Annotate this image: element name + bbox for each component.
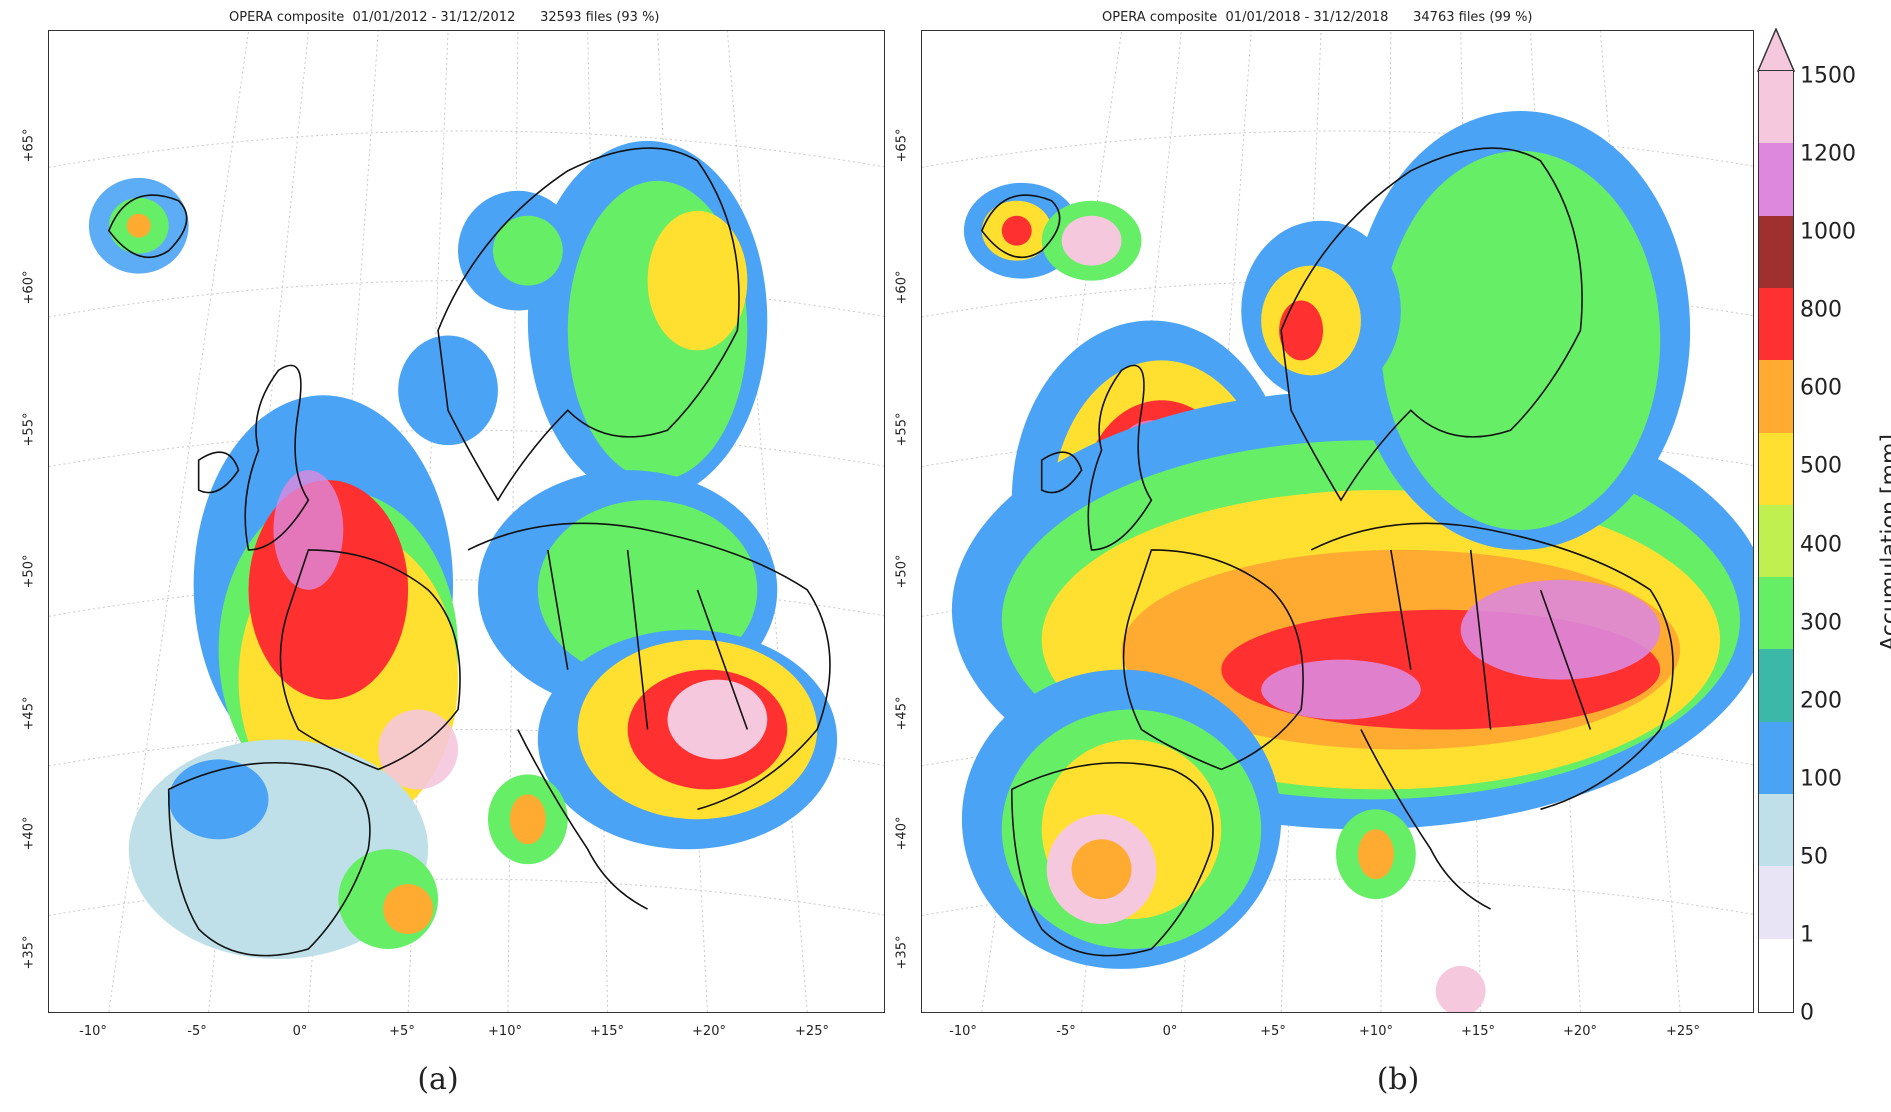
colorbar-segment <box>1759 143 1793 216</box>
colorbar-segment <box>1759 504 1793 578</box>
colorbar-tick-label: 1500 <box>1800 63 1856 89</box>
colorbar-segment <box>1759 215 1793 288</box>
lon-label-b-m5: -5° <box>1056 1024 1076 1039</box>
colorbar-segment <box>1759 360 1793 433</box>
colorbar-tick-label: 800 <box>1800 297 1842 323</box>
coastlines-b <box>980 147 1674 957</box>
panel-b-label: (b) <box>1376 1062 1420 1097</box>
lon-label-a-0: 0° <box>292 1024 308 1039</box>
panel-a-title: OPERA composite 01/01/2012 - 31/12/2012 … <box>229 10 660 25</box>
colorbar-segment <box>1759 432 1793 505</box>
lon-label-b-10: +10° <box>1359 1024 1393 1039</box>
lat-label-b-65: +65° <box>894 128 910 163</box>
panel-a-map <box>48 30 885 1013</box>
lon-label-a-25: +25° <box>795 1024 829 1039</box>
colorbar-title: Accumulation [mm] <box>1877 434 1891 651</box>
precip-coverage-a <box>88 140 838 959</box>
lat-label-b-40: +40° <box>894 816 910 851</box>
panel-b-map <box>921 30 1754 1013</box>
lat-label-b-45: +45° <box>894 696 910 731</box>
colorbar-segment <box>1759 287 1793 361</box>
lon-label-a-10: +10° <box>488 1024 522 1039</box>
precip-coverage-b <box>952 110 1753 1012</box>
colorbar-tick-label: 100 <box>1800 766 1842 792</box>
lat-label-b-35: +35° <box>894 935 910 970</box>
panel-a-map-svg <box>49 31 884 1012</box>
colorbar-segment <box>1759 649 1793 722</box>
lat-label-a-60: +60° <box>21 270 37 305</box>
lat-label-a-55: +55° <box>21 412 37 447</box>
lon-label-a-20: +20° <box>692 1024 726 1039</box>
lat-label-a-65: +65° <box>21 128 37 163</box>
colorbar-tick-label: 1 <box>1800 922 1814 948</box>
panel-b-title: OPERA composite 01/01/2018 - 31/12/2018 … <box>1102 10 1533 25</box>
lon-label-a-15: +15° <box>590 1024 624 1039</box>
colorbar-segment <box>1759 938 1793 1011</box>
colorbar-tick-label: 600 <box>1800 375 1842 401</box>
lat-label-b-60: +60° <box>894 270 910 305</box>
colorbar-tick-label: 500 <box>1800 453 1842 479</box>
panel-a-label: (a) <box>417 1062 459 1097</box>
lon-label-b-25: +25° <box>1666 1024 1700 1039</box>
lon-label-b-15: +15° <box>1461 1024 1495 1039</box>
colorbar-bar <box>1758 70 1794 1013</box>
lon-label-b-m10: -10° <box>949 1024 977 1039</box>
colorbar-arrow <box>1757 28 1795 72</box>
lon-label-a-m5: -5° <box>187 1024 207 1039</box>
colorbar-tick-label: 50 <box>1800 844 1828 870</box>
colorbar-segment <box>1759 71 1793 144</box>
lat-label-a-35: +35° <box>21 935 37 970</box>
lat-label-a-45: +45° <box>21 696 37 731</box>
lat-label-b-50: +50° <box>894 554 910 589</box>
lon-label-b-20: +20° <box>1563 1024 1597 1039</box>
colorbar-tick-label: 0 <box>1800 1000 1814 1026</box>
colorbar-segment <box>1759 577 1793 650</box>
lat-label-a-40: +40° <box>21 816 37 851</box>
lat-label-a-50: +50° <box>21 554 37 589</box>
colorbar-tick-label: 1200 <box>1800 141 1856 167</box>
colorbar-tick-label: 1000 <box>1800 219 1856 245</box>
lon-label-a-m10: -10° <box>79 1024 107 1039</box>
colorbar-tick-label: 300 <box>1800 610 1842 636</box>
lon-label-b-5: +5° <box>1260 1024 1286 1039</box>
lat-label-b-55: +55° <box>894 412 910 447</box>
coastlines-a <box>107 147 831 957</box>
lon-label-a-5: +5° <box>389 1024 415 1039</box>
colorbar-segment <box>1759 866 1793 939</box>
panel-b-map-svg <box>922 31 1753 1012</box>
colorbar-tick-label: 200 <box>1800 688 1842 714</box>
colorbar-segment <box>1759 794 1793 867</box>
colorbar-segment <box>1759 721 1793 795</box>
colorbar-tick-label: 400 <box>1800 532 1842 557</box>
lon-label-b-0: 0° <box>1162 1024 1178 1039</box>
